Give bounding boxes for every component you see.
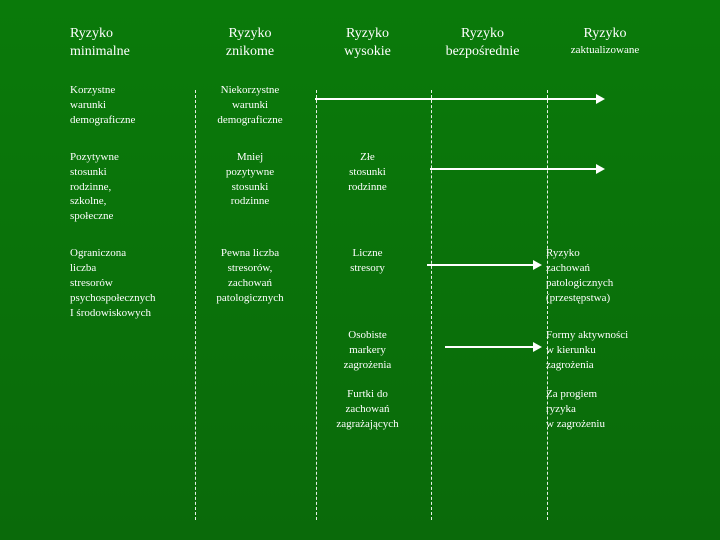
header-c3-l1: Ryzyko	[310, 25, 425, 43]
cell: Złestosunkirodzinne	[310, 150, 425, 195]
arrow-icon	[315, 98, 605, 100]
arrow-icon	[427, 264, 542, 266]
cell: Licznestresory	[310, 246, 425, 276]
cell: Formy aktywnościw kierunkuzagrożenia	[540, 328, 676, 373]
header-c1: Ryzyko minimalne	[70, 25, 190, 61]
header-c2-l1: Ryzyko	[190, 25, 310, 43]
cell: Korzystnewarunkidemograficzne	[70, 83, 190, 128]
vline-2	[431, 90, 432, 520]
table-container: Ryzyko minimalne Ryzyko znikome Ryzyko w…	[70, 25, 680, 431]
header-c4-l1: Ryzyko	[425, 25, 540, 43]
vline-3	[547, 90, 548, 520]
header-c1-l2: minimalne	[70, 43, 190, 61]
table-row: Ograniczonaliczbastresorówpsychospołeczn…	[70, 246, 680, 320]
cell: Pewna liczbastresorów,zachowańpatologicz…	[190, 246, 310, 305]
arrow-icon	[445, 346, 542, 348]
cell: Ryzykozachowańpatologicznych(przestępstw…	[540, 246, 676, 305]
header-c4: Ryzyko bezpośrednie	[425, 25, 540, 61]
table-row: KorzystnewarunkidemograficzneNiekorzystn…	[70, 83, 680, 128]
cell: Pozytywnestosunkirodzinne,szkolne,społec…	[70, 150, 190, 224]
header-c4-l2: bezpośrednie	[425, 43, 540, 61]
cell: Za progiemryzykaw zagrożeniu	[540, 387, 676, 432]
header-c5: Ryzyko zaktualizowane	[540, 25, 670, 61]
table-row: Furtki dozachowańzagrażających Za progiem…	[70, 387, 680, 432]
header-c5-l2: zaktualizowane	[540, 43, 670, 57]
cell: Ograniczonaliczbastresorówpsychospołeczn…	[70, 246, 190, 320]
header-c3-l2: wysokie	[310, 43, 425, 61]
table-row: Osobistemarkeryzagrożenia Formy aktywnośc…	[70, 328, 680, 373]
header-c2-l2: znikome	[190, 43, 310, 61]
vline-1	[316, 90, 317, 520]
cell: Osobistemarkeryzagrożenia	[310, 328, 425, 373]
vline-0	[195, 90, 196, 520]
arrow-icon	[430, 168, 605, 170]
header-c1-l1: Ryzyko	[70, 25, 190, 43]
header-row: Ryzyko minimalne Ryzyko znikome Ryzyko w…	[70, 25, 680, 61]
cell: Niekorzystnewarunkidemograficzne	[190, 83, 310, 128]
cell: Mniejpozytywnestosunkirodzinne	[190, 150, 310, 209]
cell: Furtki dozachowańzagrażających	[310, 387, 425, 432]
table-row: Pozytywnestosunkirodzinne,szkolne,społec…	[70, 150, 680, 224]
header-c2: Ryzyko znikome	[190, 25, 310, 61]
header-c3: Ryzyko wysokie	[310, 25, 425, 61]
rows-container: KorzystnewarunkidemograficzneNiekorzystn…	[70, 83, 680, 431]
header-c5-l1: Ryzyko	[540, 25, 670, 43]
